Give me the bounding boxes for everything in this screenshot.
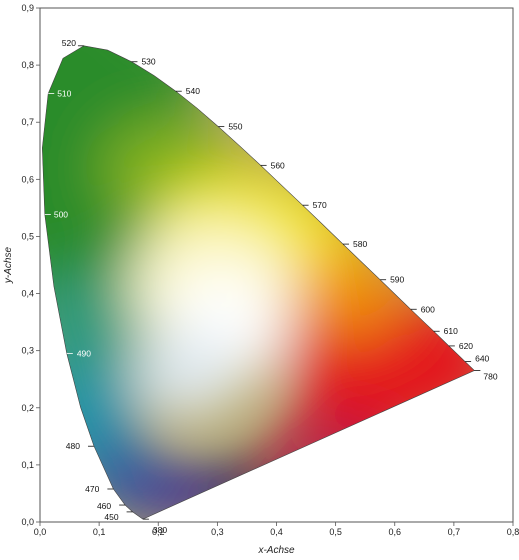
wavelength-label: 490 [77,349,91,359]
x-tick-label: 0,1 [93,527,106,537]
x-axis: 0,0 0,1 0,2 0,3 0,4 0,5 0,6 0,7 0,8 [34,522,519,537]
y-tick-label: 0,5 [21,231,34,241]
wavelength-label: 590 [390,275,404,285]
wavelength-label: 780 [483,371,497,381]
x-tick-label: 0,4 [270,527,283,537]
wavelength-label: 550 [228,122,242,132]
wavelength-label: 380 [153,525,167,535]
y-tick-label: 0,7 [21,117,34,127]
y-tick-label: 0,1 [21,460,34,470]
wavelength-label: 540 [186,86,200,96]
wavelength-label: 530 [141,57,155,67]
y-tick-label: 0,3 [21,346,34,356]
wavelength-label: 480 [66,441,80,451]
wavelength-label: 570 [313,200,327,210]
wavelength-label: 580 [353,239,367,249]
wavelength-label: 470 [85,484,99,494]
x-tick-label: 0,6 [388,527,401,537]
y-tick-label: 0,4 [21,289,34,299]
x-axis-title: x-Achse [257,545,295,556]
y-tick-label: 0,6 [21,174,34,184]
x-tick-label: 0,8 [507,527,519,537]
x-tick-label: 0,2 [152,527,165,537]
x-tick-label: 0,3 [211,527,224,537]
wavelength-label: 520 [62,38,76,48]
x-tick-label: 0,0 [34,527,47,537]
wavelength-label: 450 [104,512,118,522]
wavelength-label: 600 [421,304,435,314]
y-axis-title: y-Achse [3,247,14,285]
wavelength-label: 500 [54,210,68,220]
wavelength-label: 510 [57,89,71,99]
y-tick-label: 0,8 [21,60,34,70]
x-tick-label: 0,7 [448,527,461,537]
y-tick-label: 0,9 [21,3,34,13]
wavelength-label: 620 [459,341,473,351]
wavelength-label: 640 [475,354,489,364]
wavelength-label: 610 [444,326,458,336]
wavelength-label: 560 [271,160,285,170]
y-tick-label: 0,2 [21,403,34,413]
x-tick-label: 0,5 [329,527,342,537]
y-axis: 0,0 0,1 0,2 0,3 0,4 0,5 0,6 0,7 0,8 0,9 [21,3,40,527]
wavelength-label: 460 [97,501,111,511]
y-tick-label: 0,0 [21,517,34,527]
